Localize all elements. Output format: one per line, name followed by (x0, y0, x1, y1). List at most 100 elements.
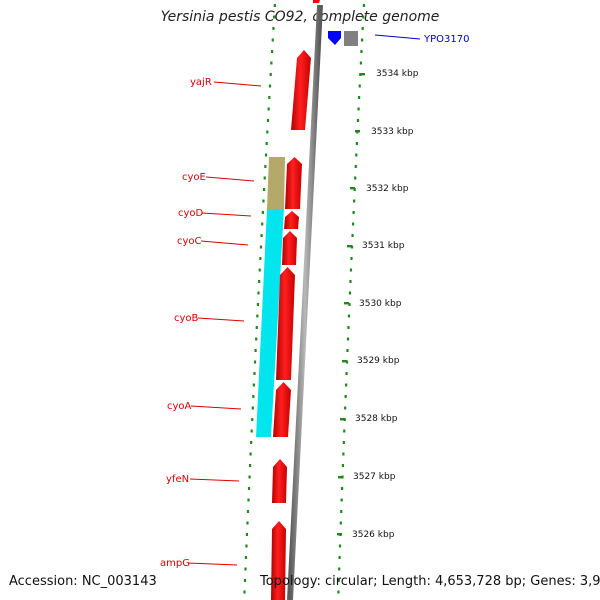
outer-boundary-dot (343, 429, 346, 433)
kbp-label-3533: 3533 kbp (371, 127, 414, 137)
outer-boundary-dot (353, 199, 356, 203)
inner-boundary-dot (247, 498, 250, 502)
inner-boundary-dot (258, 268, 261, 272)
inner-boundary-dot (262, 199, 265, 203)
kbp-major-tick (347, 245, 352, 248)
gene-label-yfeN: yfeN (166, 474, 189, 485)
outer-boundary-dot (347, 326, 350, 329)
inner-boundary-dot (268, 84, 272, 88)
label-leader-lines (187, 34, 421, 566)
inner-boundary-dot (251, 418, 254, 421)
outer-boundary-dot (354, 176, 357, 180)
gene-arrow-ampG (271, 521, 286, 600)
outer-boundary-dot (350, 245, 354, 249)
kbp-major-tick (337, 533, 342, 536)
outer-boundary-dot (342, 452, 345, 456)
inner-boundary-dot (258, 280, 261, 283)
inner-boundary-dot (261, 222, 264, 226)
outer-boundary-dot (352, 211, 355, 214)
inner-dotted-boundary (243, 4, 276, 594)
gene-label-yajR: yajR (190, 77, 212, 88)
inner-boundary-dot (243, 579, 247, 582)
outer-boundary-dot (350, 257, 353, 260)
inner-boundary-dot (270, 61, 273, 65)
inner-boundary-dot (243, 590, 246, 594)
inner-boundary-dot (268, 96, 271, 99)
inner-boundary-dot (264, 153, 268, 157)
genome-info-text: Topology: circular; Length: 4,653,728 bp… (260, 574, 600, 589)
outer-boundary-dot (338, 567, 341, 571)
kbp-label-3529: 3529 kbp (357, 356, 400, 366)
outer-boundary-dot (339, 521, 342, 525)
gene-arrow-yajR (291, 50, 311, 130)
inner-boundary-dot (270, 50, 274, 53)
kbp-label-3527: 3527 kbp (353, 472, 396, 482)
outer-boundary-dot (347, 314, 351, 318)
inner-boundary-dot (249, 452, 252, 456)
cyo-operon-block (256, 157, 285, 437)
kbp-major-ticks (337, 73, 365, 536)
inner-boundary-dot (255, 337, 258, 341)
outer-boundary-dot (360, 38, 364, 42)
leader-cyoA (190, 405, 242, 410)
outer-boundary-dot (351, 222, 355, 226)
accession-text: Accession: NC_003143 (9, 574, 157, 589)
outer-boundary-dot (360, 50, 363, 53)
leader-cyoE (205, 176, 255, 182)
outer-boundary-dot (344, 406, 347, 410)
outer-boundary-dot (356, 119, 360, 122)
outer-boundary-dot (344, 383, 348, 387)
outer-boundary-dot (345, 372, 348, 375)
outer-boundary-dot (341, 464, 345, 467)
outer-boundary-dot (351, 234, 354, 237)
inner-boundary-dot (254, 349, 257, 352)
inner-boundary-dot (261, 211, 264, 214)
inner-boundary-dot (260, 234, 263, 237)
gene-label-cyoE: cyoE (182, 172, 206, 183)
outer-boundary-dot (338, 544, 342, 548)
inner-boundary-dot (271, 38, 274, 42)
outer-boundary-dot (362, 4, 365, 7)
backbone-line (287, 4, 323, 600)
inner-boundary-dot (264, 165, 267, 168)
outer-boundary-dot (358, 96, 361, 99)
gene-ypo3170-neighbor (344, 31, 358, 46)
outer-boundary-dot (358, 84, 361, 88)
inner-boundary-dot (267, 107, 270, 111)
gene-arrow-cyoB (276, 267, 295, 380)
inner-boundary-dot (255, 326, 258, 329)
outer-boundary-dot (346, 349, 349, 352)
leader-yajR (213, 81, 262, 87)
gene-arrow-cyoD (284, 211, 299, 229)
inner-boundary-dot (265, 142, 268, 145)
inner-boundary-dot (257, 291, 260, 295)
leader-cyoB (197, 317, 245, 322)
outer-boundary-dot (337, 579, 340, 582)
operon-upper-block (267, 157, 285, 209)
leader-yfeN (189, 478, 240, 482)
outer-boundary-dot (349, 268, 353, 272)
map-title: Yersinia pestis CO92, complete genome (160, 9, 440, 25)
inner-boundary-dot (244, 567, 247, 571)
gene-arrow-cyoA (273, 382, 291, 437)
outer-boundary-dot (345, 360, 349, 364)
outer-boundary-dot (349, 280, 352, 283)
kbp-label-3528: 3528 kbp (355, 414, 398, 424)
kbp-major-tick (338, 476, 343, 479)
outer-boundary-dot (354, 165, 357, 168)
outer-boundary-dot (353, 188, 356, 191)
inner-boundary-dot (259, 257, 262, 260)
kbp-label-3531: 3531 kbp (362, 241, 405, 251)
leader-ampG (187, 562, 238, 566)
kbp-label-3526: 3526 kbp (352, 530, 395, 540)
gene-ypo3170-highlight (328, 31, 341, 45)
kbp-label-3530: 3530 kbp (359, 299, 402, 309)
inner-boundary-dot (248, 475, 251, 479)
outer-boundary-dot (342, 441, 345, 444)
outer-boundary-dot (338, 556, 341, 559)
inner-boundary-dot (250, 429, 253, 433)
kbp-label-3534: 3534 kbp (376, 69, 419, 79)
kbp-label-3532: 3532 kbp (366, 184, 409, 194)
gene-arrow-yfeN (272, 459, 287, 503)
outer-boundary-dot (359, 61, 362, 65)
